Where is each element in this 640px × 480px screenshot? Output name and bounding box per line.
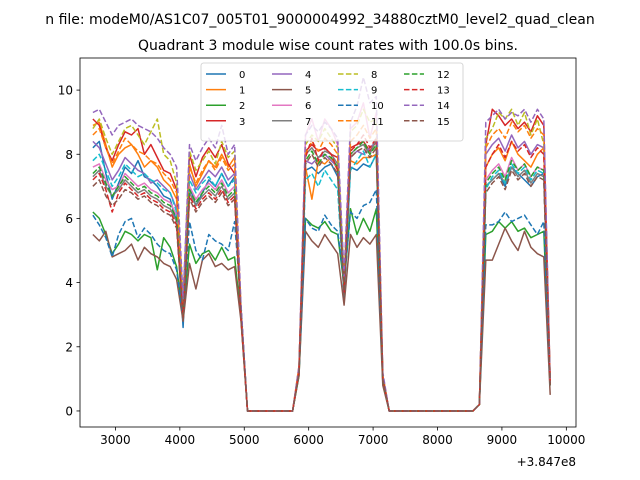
legend-label-9: 9 [371, 86, 377, 97]
chart-title: Quadrant 3 module wise count rates with … [138, 38, 518, 54]
legend-label-3: 3 [239, 117, 245, 128]
legend-label-6: 6 [305, 101, 311, 112]
figure-suptitle: n file: modeM0/AS1C07_005T01_9000004992_… [45, 12, 594, 28]
x-tick-label: 3000 [100, 433, 131, 447]
legend-label-1: 1 [239, 86, 245, 97]
y-axis: 0 2 4 6 8 10 [58, 84, 80, 418]
y-tick-label: 10 [58, 84, 73, 98]
legend-label-13: 13 [437, 86, 450, 97]
y-tick-label: 0 [65, 404, 73, 418]
x-tick-label: 10000 [547, 433, 585, 447]
x-axis: 3000 4000 5000 6000 7000 8000 9000 10000 [100, 427, 585, 447]
y-tick-label: 4 [65, 276, 73, 290]
x-tick-label: 6000 [293, 433, 324, 447]
y-tick-label: 8 [65, 148, 73, 162]
legend-box [200, 62, 464, 142]
legend-label-0: 0 [239, 70, 245, 81]
legend-label-2: 2 [239, 101, 245, 112]
series-line-15 [92, 147, 551, 412]
x-tick-label: 5000 [229, 433, 260, 447]
legend-label-11: 11 [371, 117, 384, 128]
axes-frame [79, 57, 577, 428]
legend-label-7: 7 [305, 117, 311, 128]
legend-label-4: 4 [305, 70, 311, 81]
y-tick-label: 2 [65, 340, 73, 354]
x-tick-label: 7000 [358, 433, 389, 447]
x-offset-label: +3.847e8 [517, 455, 576, 469]
legend-label-10: 10 [371, 101, 384, 112]
legend-label-5: 5 [305, 86, 311, 97]
legend-label-12: 12 [437, 70, 450, 81]
x-tick-label: 9000 [487, 433, 518, 447]
series-line-10 [92, 188, 551, 412]
legend-label-14: 14 [437, 101, 450, 112]
y-tick-label: 6 [65, 212, 73, 226]
legend-label-15: 15 [437, 117, 450, 128]
x-tick-label: 8000 [422, 433, 453, 447]
x-tick-label: 4000 [165, 433, 196, 447]
legend-label-8: 8 [371, 70, 377, 81]
